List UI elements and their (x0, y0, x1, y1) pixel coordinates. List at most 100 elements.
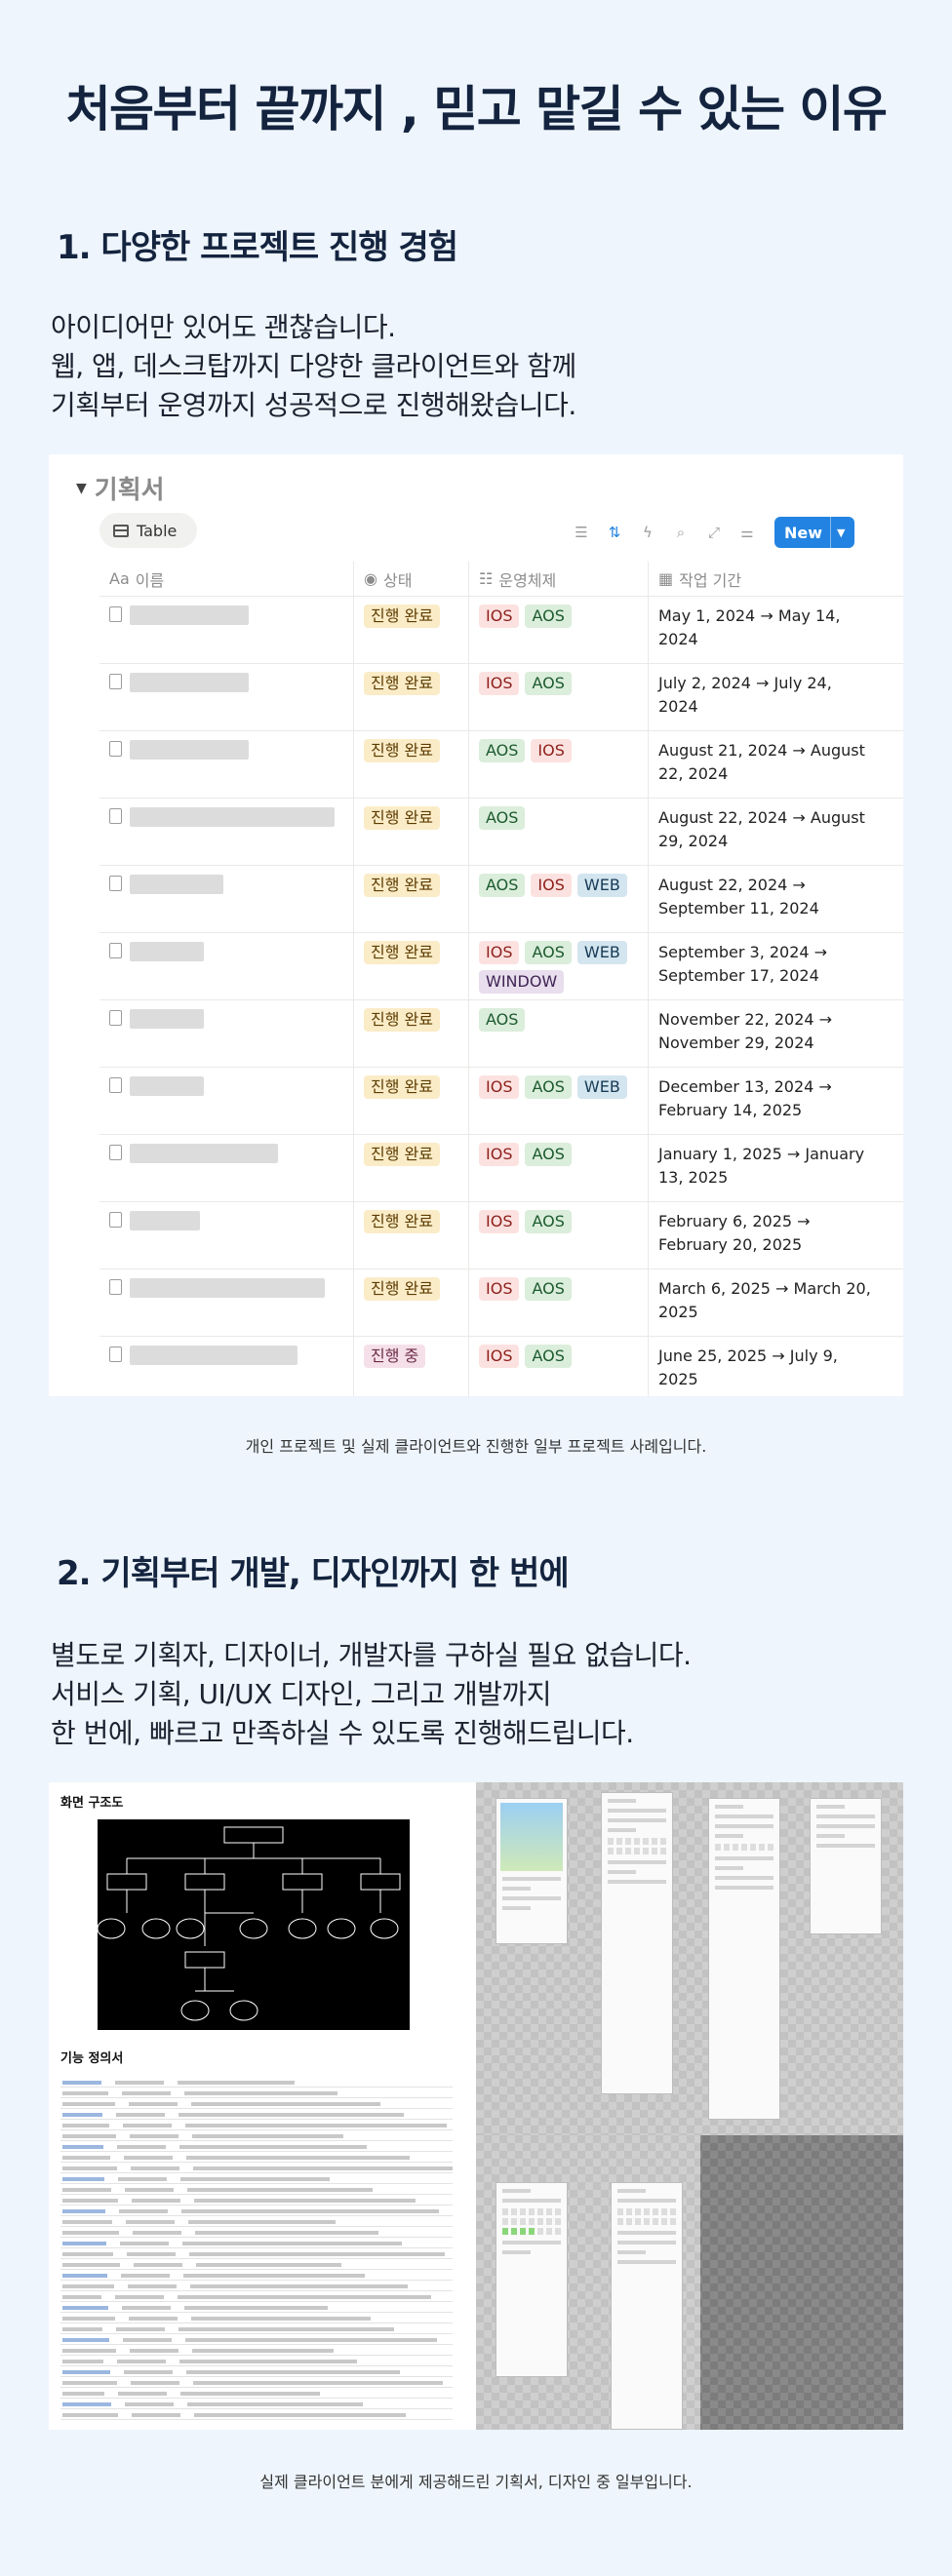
cell-status[interactable]: 진행 완료 (353, 866, 468, 932)
cell-period[interactable]: August 22, 2024 → August 29, 2024 (648, 799, 882, 865)
cell-name[interactable] (99, 933, 353, 999)
page-icon (109, 1279, 122, 1295)
cell-period[interactable]: June 25, 2025 → July 9, 2025 (648, 1337, 882, 1396)
redacted-name (130, 875, 223, 894)
database-header[interactable]: ▼ 기획서 (76, 470, 165, 506)
toggle-triangle-icon[interactable]: ▼ (76, 480, 87, 496)
spec-table-row (60, 2216, 453, 2227)
planning-document-screenshot: 화면 구조도 기능 정의서 (49, 1782, 476, 2430)
cell-period[interactable]: January 1, 2025 → January 13, 2025 (648, 1135, 882, 1201)
cell-name[interactable] (99, 1269, 353, 1336)
sort-icon[interactable]: ⇅ (608, 524, 621, 541)
cell-name[interactable] (99, 1000, 353, 1067)
automation-icon[interactable]: ϟ (643, 524, 653, 541)
cell-period[interactable]: December 13, 2024 → February 14, 2025 (648, 1068, 882, 1134)
cell-platform[interactable]: AOS IOS (468, 731, 648, 798)
column-header-status[interactable]: ◉ 상태 (353, 561, 468, 597)
cell-period[interactable]: February 6, 2025 → February 20, 2025 (648, 1202, 882, 1268)
cell-name[interactable] (99, 1135, 353, 1201)
cell-name[interactable] (99, 1337, 353, 1396)
platform-tag: AOS (525, 941, 572, 964)
cell-status[interactable]: 진행 완료 (353, 1202, 468, 1268)
table-row[interactable]: 진행 완료 AOS IOS WEB August 22, 2024 → Septembe… (99, 866, 903, 933)
cell-name[interactable] (99, 866, 353, 932)
table-row[interactable]: 진행 완료 IOS AOS March 6, 2025 → March 20, 202… (99, 1269, 903, 1337)
table-row[interactable]: 진행 중 IOS AOS June 25, 2025 → July 9, 2025 (99, 1337, 903, 1396)
page-title: 처음부터 끝까지 , 믿고 맡길 수 있는 이유 (65, 81, 888, 137)
table-body: 진행 완료 IOS AOS May 1, 2024 → May 14, 2024 진행 … (99, 597, 903, 1396)
mobile-screen-mockup (496, 1798, 568, 1944)
platform-tag: AOS (525, 1277, 572, 1301)
cell-status[interactable]: 진행 중 (353, 1337, 468, 1396)
platform-tag: IOS (479, 1277, 520, 1301)
cell-name[interactable] (99, 664, 353, 730)
search-icon[interactable]: ⌕ (676, 524, 686, 541)
status-tag: 진행 완료 (364, 672, 440, 695)
cell-name[interactable] (99, 799, 353, 865)
cell-name[interactable] (99, 1202, 353, 1268)
platform-tag: AOS (525, 1210, 572, 1233)
cell-period[interactable]: July 2, 2024 → July 24, 2024 (648, 664, 882, 730)
cell-name[interactable] (99, 731, 353, 798)
table-row[interactable]: 진행 완료 IOS AOS WEB WINDOW September 3, 2024 → … (99, 933, 903, 1000)
cell-platform[interactable]: AOS IOS WEB (468, 866, 648, 932)
redacted-name (130, 740, 249, 760)
spec-table-row (60, 2313, 453, 2323)
new-button[interactable]: New ▼ (774, 517, 854, 548)
cell-period[interactable]: September 3, 2024 → September 17, 2024 (648, 933, 882, 999)
table-row[interactable]: 진행 완료 IOS AOS WEB December 13, 2024 → Februa… (99, 1068, 903, 1135)
screen-structure-diagram (97, 1819, 410, 2030)
column-header-platform[interactable]: ☷ 운영체제 (468, 561, 648, 597)
cell-platform[interactable]: IOS AOS WEB (468, 1068, 648, 1134)
expand-icon[interactable]: ⤢ (707, 524, 720, 541)
filter-icon[interactable]: ☰ (575, 524, 588, 541)
spec-table-row (60, 2195, 453, 2205)
cell-platform[interactable]: AOS (468, 1000, 648, 1067)
cell-platform[interactable]: IOS AOS (468, 664, 648, 730)
view-tab-table[interactable]: Table (99, 513, 197, 548)
table-row[interactable]: 진행 완료 IOS AOS January 1, 2025 → January 13,… (99, 1135, 903, 1202)
cell-platform[interactable]: IOS AOS (468, 1269, 648, 1336)
table-row[interactable]: 진행 완료 IOS AOS July 2, 2024 → July 24, 2024 (99, 664, 903, 731)
cell-platform[interactable]: IOS AOS (468, 1337, 648, 1396)
cell-platform[interactable]: AOS (468, 799, 648, 865)
cell-status[interactable]: 진행 완료 (353, 1269, 468, 1336)
cell-platform[interactable]: IOS AOS WEB WINDOW (468, 933, 648, 999)
table-row[interactable]: 진행 완료 AOS November 22, 2024 → November 29,… (99, 1000, 903, 1068)
page-icon (109, 1010, 122, 1026)
table-row[interactable]: 진행 완료 AOS IOS August 21, 2024 → August 22, … (99, 731, 903, 799)
cell-period[interactable]: August 22, 2024 → September 11, 2024 (648, 866, 882, 932)
cell-status[interactable]: 진행 완료 (353, 1000, 468, 1067)
cell-period[interactable]: May 1, 2024 → May 14, 2024 (648, 597, 882, 663)
column-header-name[interactable]: Aa 이름 (109, 569, 165, 590)
cell-status[interactable]: 진행 완료 (353, 1068, 468, 1134)
cell-status[interactable]: 진행 완료 (353, 799, 468, 865)
platform-tag: AOS (479, 874, 526, 897)
cell-status[interactable]: 진행 완료 (353, 933, 468, 999)
cell-platform[interactable]: IOS AOS (468, 1135, 648, 1201)
column-header-period[interactable]: ▦ 작업 기간 (648, 561, 882, 597)
chevron-down-icon[interactable]: ▼ (830, 517, 846, 548)
cell-period[interactable]: November 22, 2024 → November 29, 2024 (648, 1000, 882, 1067)
table-row[interactable]: 진행 완료 IOS AOS May 1, 2024 → May 14, 2024 (99, 597, 903, 664)
spec-table-row (60, 2345, 453, 2356)
section2-description: 별도로 기획자, 디자이너, 개발자를 구하실 필요 없습니다. 서비스 기획,… (51, 1636, 692, 1753)
cell-status[interactable]: 진행 완료 (353, 597, 468, 663)
cell-platform[interactable]: IOS AOS (468, 1202, 648, 1268)
spec-table-row (60, 2184, 453, 2195)
platform-tag: AOS (525, 1143, 572, 1166)
cell-status[interactable]: 진행 완료 (353, 731, 468, 798)
cell-name[interactable] (99, 1068, 353, 1134)
cell-name[interactable] (99, 597, 353, 663)
cell-status[interactable]: 진행 완료 (353, 664, 468, 730)
structure-tree-graphic (97, 1826, 401, 2021)
table-row[interactable]: 진행 완료 IOS AOS February 6, 2025 → February 2… (99, 1202, 903, 1269)
cell-period[interactable]: March 6, 2025 → March 20, 2025 (648, 1269, 882, 1336)
cell-status[interactable]: 진행 완료 (353, 1135, 468, 1201)
settings-icon[interactable]: ⚌ (740, 524, 754, 541)
spec-table-row (60, 2281, 453, 2291)
cell-period[interactable]: August 21, 2024 → August 22, 2024 (648, 731, 882, 798)
view-tab-label: Table (137, 521, 178, 540)
table-row[interactable]: 진행 완료 AOS August 22, 2024 → August 29, 202… (99, 799, 903, 866)
cell-platform[interactable]: IOS AOS (468, 597, 648, 663)
